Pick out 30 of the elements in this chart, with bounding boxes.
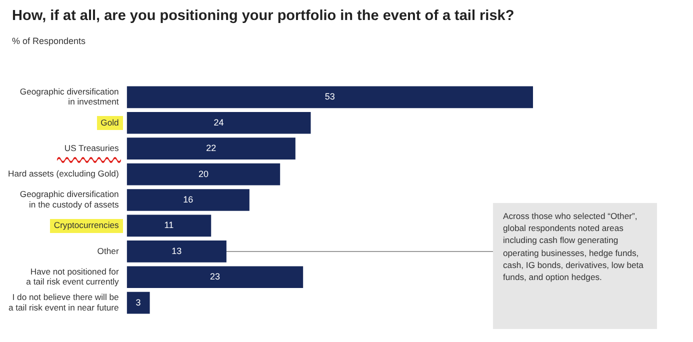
bar [126, 266, 304, 288]
y-tick-label: Have not positioned for a tail risk event currently [26, 266, 120, 287]
y-tick-label: Geographic diversification in investment [20, 86, 120, 107]
data-label: 3 [136, 297, 141, 308]
data-label: 11 [164, 220, 174, 230]
y-tick-label: Hard assets (excluding Gold) [8, 168, 119, 179]
bar [126, 86, 533, 108]
y-tick-label: Cryptocurrencies [54, 220, 119, 230]
bar [126, 292, 150, 314]
data-label: 20 [198, 168, 208, 179]
data-label: 16 [183, 194, 194, 204]
bar [126, 240, 226, 262]
annotation: Across those who selected “Other”, global respondents noted areas including cash flow generating operating businesses, hedge funds, cash, IG bonds, derivatives, low beta funds, and option hedges. [502, 210, 644, 284]
data-label: 22 [206, 143, 216, 154]
y-tick-label: US Treasuries [64, 142, 119, 153]
y-tick-label: Geographic diversification in the custody of assets [20, 189, 120, 210]
bar [126, 214, 212, 237]
data-label: 23 [210, 272, 220, 282]
bar [126, 112, 311, 134]
data-label: 13 [172, 246, 182, 256]
y-tick-label: I do not believe there will be a tail risk event in near future [8, 292, 120, 312]
text: % of Respondents [12, 36, 86, 46]
chart-title: How, if at all, are you positioning your portfolio in the event of a tail risk? [12, 8, 514, 24]
bar [126, 138, 296, 160]
bar [126, 163, 280, 186]
y-tick-label: Other [97, 246, 119, 256]
data-label: 53 [324, 92, 335, 102]
data-label: 24 [214, 117, 224, 128]
bar [126, 189, 250, 211]
y-tick-label: Gold [100, 117, 120, 128]
